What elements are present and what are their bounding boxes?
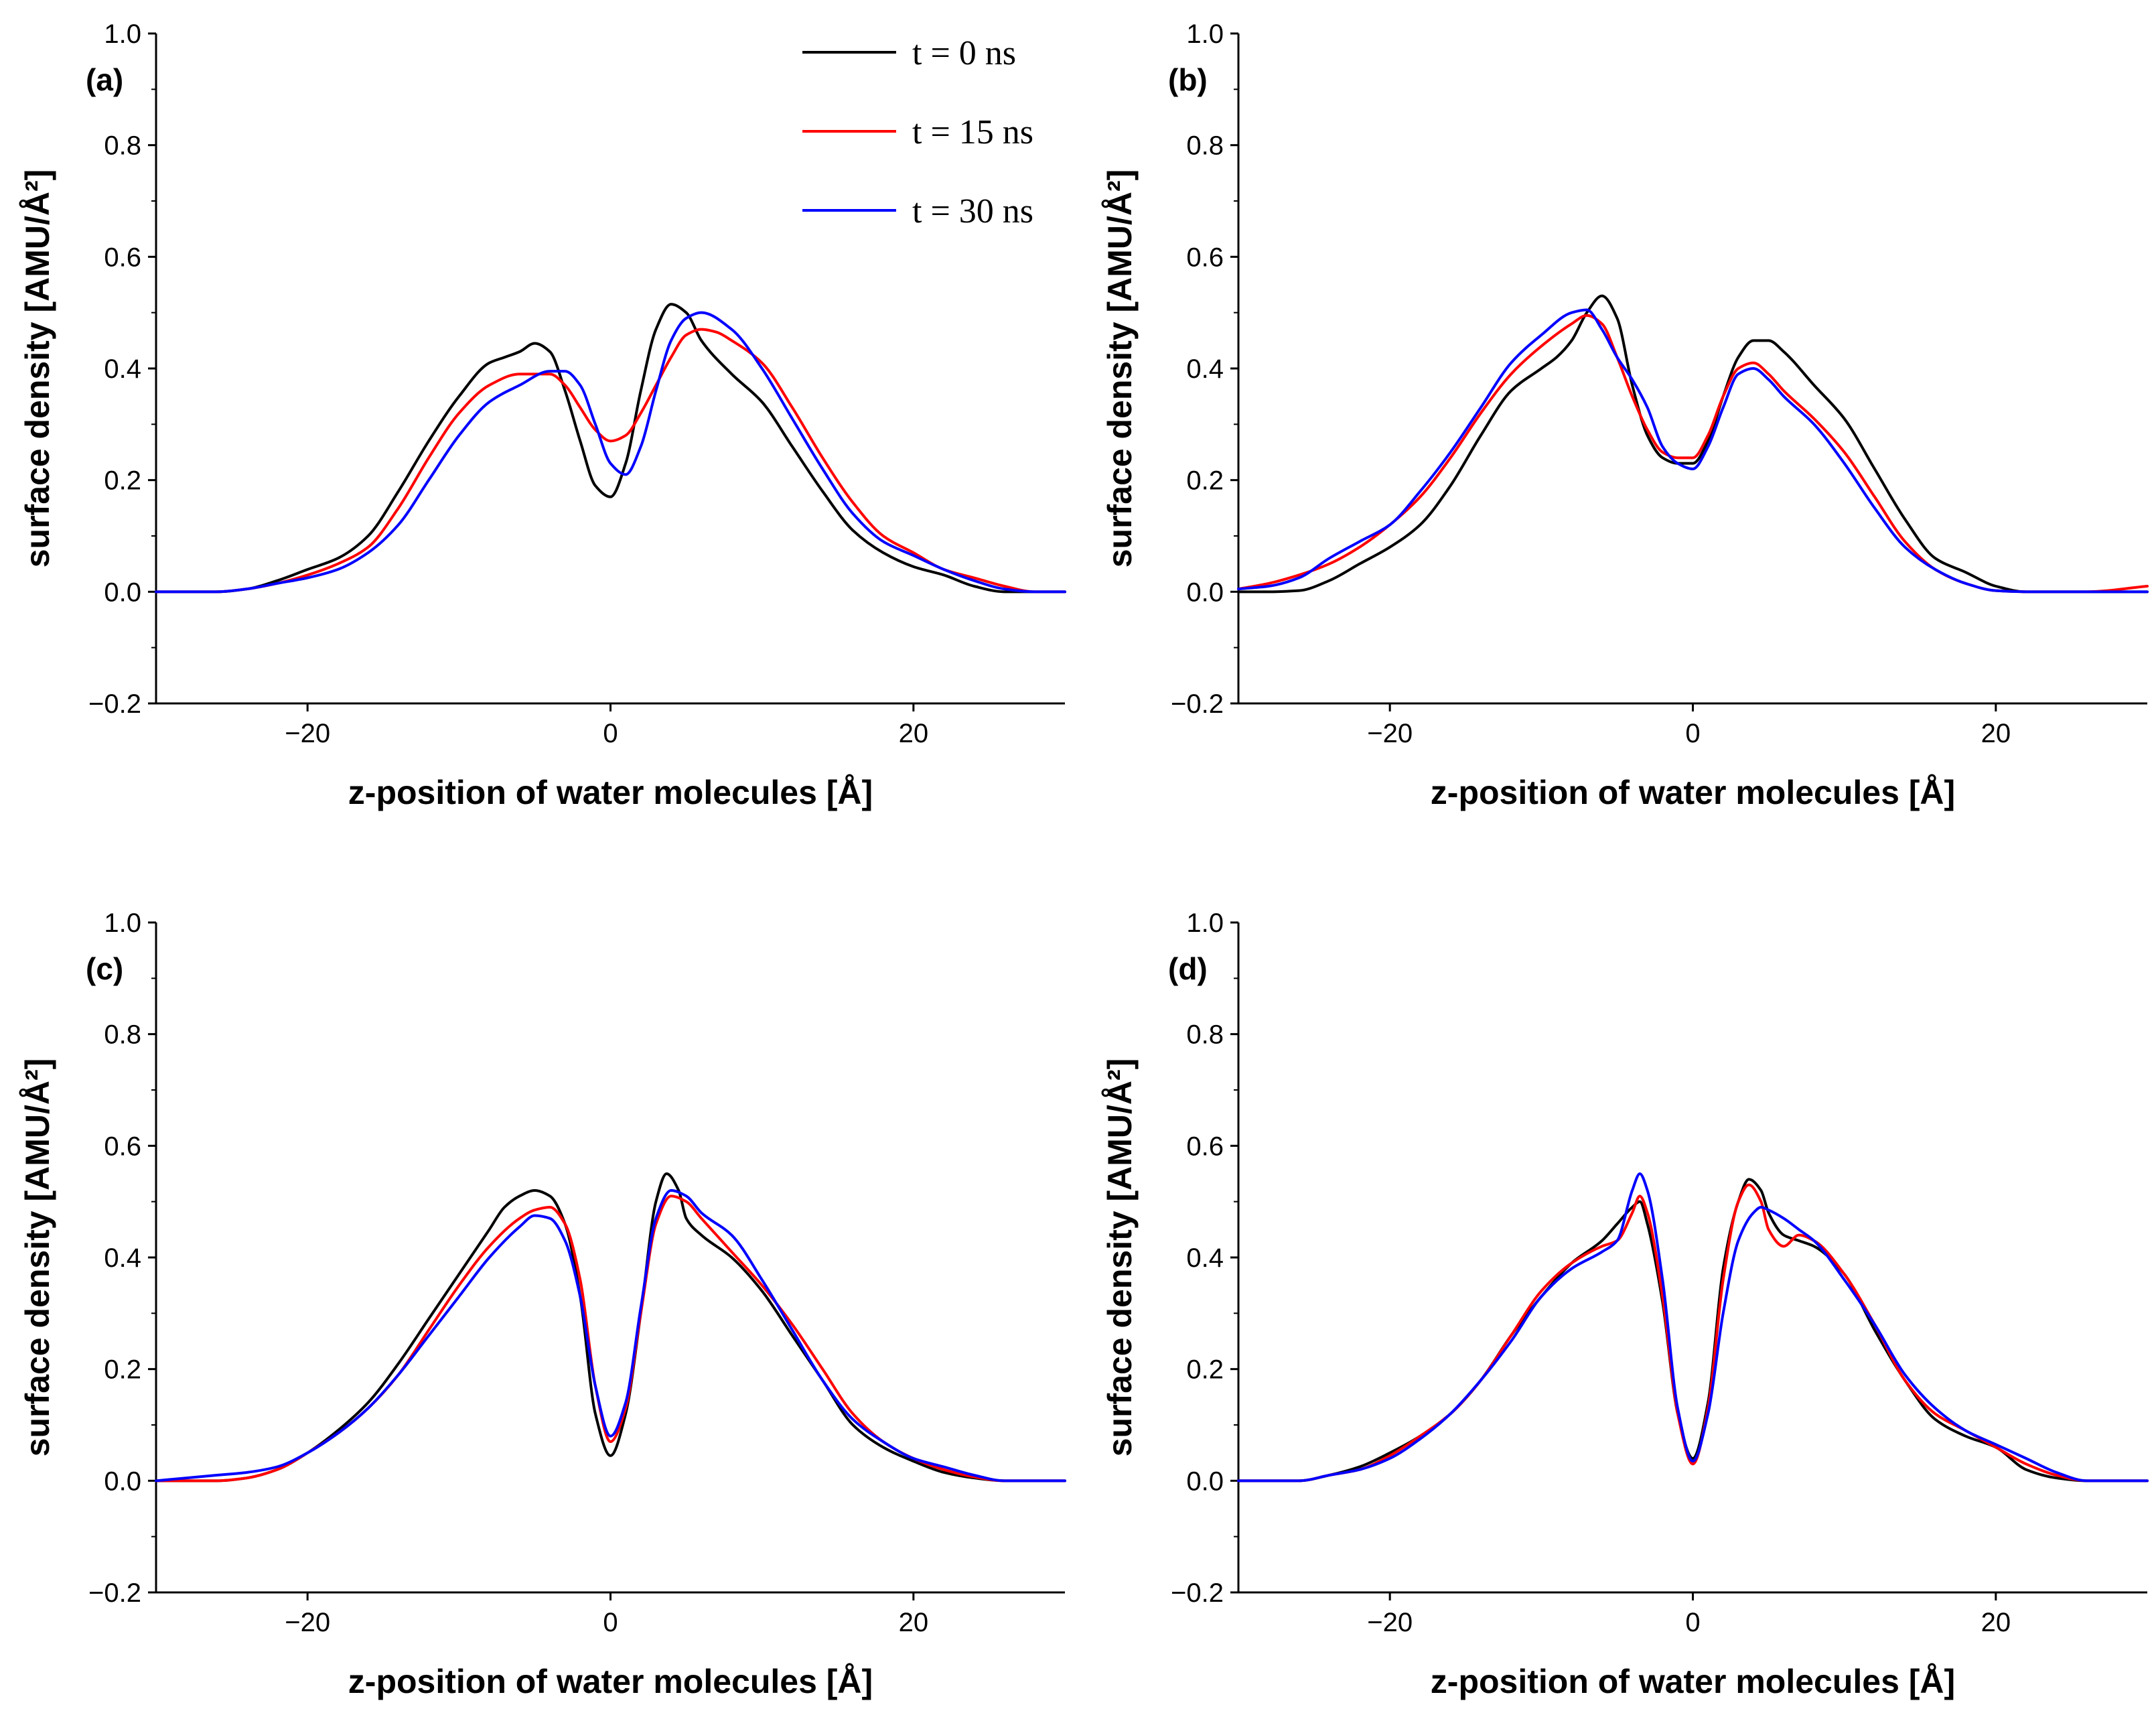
panel-label: (b) (1168, 62, 1208, 97)
y-tick-label: 1.0 (104, 908, 141, 938)
panel-a: −0.2 0.0 0.2 0.4 0.6 0.8 1.0 −20 0 20 z-position o… (19, 19, 1066, 811)
y-tick-label: 0.6 (104, 243, 141, 272)
y-tick-label: 0.4 (1186, 354, 1224, 384)
y-tick-label: −0.2 (88, 689, 141, 719)
series-line-b-1 (1237, 314, 2149, 594)
x-tick-label: 20 (1981, 1608, 2011, 1637)
panel-label: (d) (1168, 951, 1208, 986)
x-tick-label: 0 (603, 719, 618, 748)
x-tick-label: −20 (285, 719, 330, 748)
x-axis-title: z-position of water molecules [Å] (348, 774, 873, 811)
y-tick-label: 1.0 (1186, 19, 1224, 49)
x-tick-label: 0 (1685, 1608, 1700, 1637)
series-line-c-2 (155, 1189, 1066, 1483)
panel-label: (a) (86, 62, 123, 97)
legend: t = 0 ns t = 15 ns t = 30 ns (802, 34, 1033, 230)
x-tick-label: −20 (1367, 719, 1413, 748)
series-line-b-0 (1237, 294, 2149, 594)
y-tick-label: 0.8 (1186, 1020, 1224, 1050)
y-tick-label: 0.2 (104, 1355, 141, 1385)
series-line-a-0 (155, 303, 1066, 594)
x-tick-label: 0 (1685, 719, 1700, 748)
y-tick-label: −0.2 (1171, 689, 1224, 719)
series-line-c-1 (155, 1194, 1066, 1483)
series-line-a-1 (155, 328, 1066, 594)
y-tick-label: 0.0 (1186, 1466, 1224, 1496)
panel-c: −0.2 0.0 0.2 0.4 0.6 0.8 1.0 −20 0 20 z-position o… (19, 908, 1066, 1700)
panel-d: −0.2 0.0 0.2 0.4 0.6 0.8 1.0 −20 0 20 z-position o… (1101, 908, 2149, 1700)
x-axis-title: z-position of water molecules [Å] (348, 1663, 873, 1700)
y-tick-label: −0.2 (88, 1578, 141, 1608)
y-axis-title: surface density [AMU/Å²] (19, 1058, 56, 1457)
series-line-d-2 (1237, 1172, 2149, 1483)
panel-b: −0.2 0.0 0.2 0.4 0.6 0.8 1.0 −20 0 20 z-position o… (1101, 19, 2149, 811)
y-tick-label: 0.2 (1186, 466, 1224, 496)
y-tick-label: −0.2 (1171, 1578, 1224, 1608)
y-tick-label: 0.4 (104, 354, 141, 384)
y-tick-label: 0.2 (104, 466, 141, 496)
x-tick-label: 20 (1981, 719, 2011, 748)
series-line-c-0 (155, 1172, 1066, 1483)
legend-label-2: t = 30 ns (912, 192, 1033, 230)
y-tick-label: 0.8 (104, 131, 141, 161)
y-tick-label: 0.4 (104, 1243, 141, 1273)
y-tick-label: 0.4 (1186, 1243, 1224, 1273)
series-line-d-1 (1237, 1183, 2149, 1483)
x-tick-label: 20 (899, 1608, 929, 1637)
series-line-a-2 (155, 311, 1066, 594)
y-tick-label: 1.0 (1186, 908, 1224, 938)
x-tick-label: 0 (603, 1608, 618, 1637)
y-tick-label: 1.0 (104, 19, 141, 49)
y-axis-title: surface density [AMU/Å²] (1101, 169, 1139, 568)
y-tick-label: 0.6 (1186, 1132, 1224, 1161)
y-tick-label: 0.0 (1186, 577, 1224, 607)
x-axis-title: z-position of water molecules [Å] (1431, 774, 1955, 811)
legend-label-1: t = 15 ns (912, 113, 1033, 151)
y-tick-label: 0.2 (1186, 1355, 1224, 1385)
x-axis-title: z-position of water molecules [Å] (1431, 1663, 1955, 1700)
y-tick-label: 0.6 (1186, 243, 1224, 272)
x-tick-label: −20 (1367, 1608, 1413, 1637)
y-tick-label: 0.6 (104, 1132, 141, 1161)
y-tick-label: 0.0 (104, 1466, 141, 1496)
y-tick-label: 0.8 (104, 1020, 141, 1050)
panel-label: (c) (86, 951, 123, 986)
y-tick-label: 0.8 (1186, 131, 1224, 161)
legend-label-0: t = 0 ns (912, 34, 1016, 72)
y-tick-label: 0.0 (104, 577, 141, 607)
x-tick-label: −20 (285, 1608, 330, 1637)
series-line-b-2 (1237, 308, 2149, 594)
series-line-d-0 (1237, 1178, 2149, 1483)
y-axis-title: surface density [AMU/Å²] (19, 169, 56, 568)
y-axis-title: surface density [AMU/Å²] (1101, 1058, 1139, 1457)
x-tick-label: 20 (899, 719, 929, 748)
